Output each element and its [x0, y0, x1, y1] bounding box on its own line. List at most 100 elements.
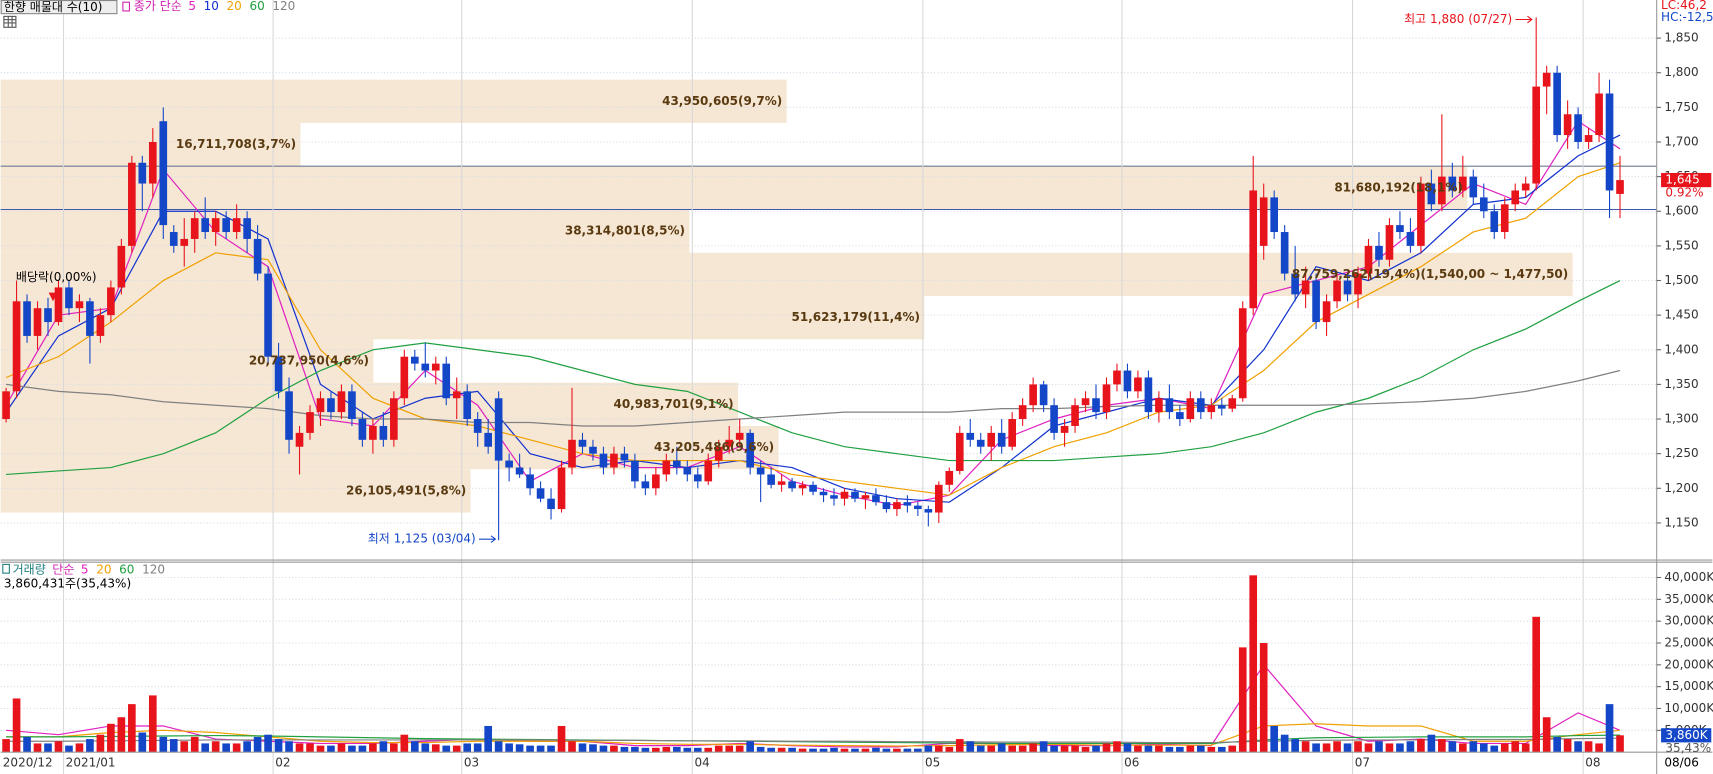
volume-bar — [1092, 745, 1100, 753]
candle-body — [1574, 114, 1582, 142]
volume-bar — [442, 745, 451, 753]
volume-bar — [756, 746, 765, 753]
volume-bar — [1249, 575, 1258, 753]
candle-body — [1228, 398, 1237, 409]
volume-bar — [1039, 741, 1048, 753]
y-tick-label: 10,000K — [1664, 701, 1713, 715]
ma-line — [5, 120, 1621, 507]
y-tick-label: 1,750 — [1664, 100, 1698, 114]
price-box-label: 1,645 — [1665, 173, 1699, 187]
volume-bar — [369, 743, 377, 753]
volume-bar — [903, 748, 912, 753]
volume-bar — [662, 746, 671, 753]
volume-bar — [777, 747, 786, 753]
x-tick-label: 04 — [694, 756, 709, 770]
candle-body — [410, 356, 419, 364]
volume-bar — [1228, 745, 1237, 753]
volume-bar — [148, 695, 157, 753]
candle-body — [652, 474, 660, 489]
candle-body — [1364, 245, 1373, 274]
volume-bar — [1469, 741, 1478, 753]
volume-bar — [1008, 745, 1016, 753]
table-icon[interactable] — [3, 15, 17, 28]
volume-bar — [568, 741, 576, 753]
candle-body — [1039, 384, 1048, 406]
candle-body — [316, 398, 325, 413]
volume-bar — [86, 739, 94, 753]
candle-body — [893, 502, 901, 510]
ma-layer — [5, 120, 1621, 748]
candle-body — [1196, 398, 1205, 413]
candle-body — [1563, 114, 1572, 136]
volume-bar — [12, 698, 21, 753]
y-tick-label: 1,300 — [1664, 412, 1698, 426]
volume-bar — [327, 745, 335, 753]
candle-body — [1354, 273, 1362, 295]
volume-bar — [295, 743, 304, 753]
candle-body — [1176, 412, 1184, 420]
candle-body — [704, 460, 713, 482]
band-label: 43,205,486(9,6%) — [654, 440, 774, 454]
candle-body — [997, 432, 1006, 447]
candle-body — [557, 467, 566, 510]
volume-bar — [1186, 745, 1195, 753]
volume-bar — [1102, 743, 1111, 753]
dividend-marker — [48, 292, 58, 302]
volume-box-label: 3,860K — [1665, 728, 1708, 742]
volume-bar — [536, 745, 545, 753]
candle-body — [1417, 183, 1425, 246]
candle-body — [1616, 180, 1624, 194]
candle-body — [966, 432, 975, 440]
volume-bar — [1595, 743, 1603, 753]
candle-body — [1490, 211, 1499, 233]
volume-bar — [180, 741, 189, 753]
candle-body — [148, 141, 157, 184]
candle-body — [693, 474, 702, 482]
candle-body — [421, 363, 430, 371]
candle-body — [861, 495, 870, 499]
volume-bar — [431, 744, 440, 753]
legend-entry: 60 — [249, 0, 264, 13]
volume-bar — [840, 748, 849, 753]
candle-body — [211, 218, 220, 233]
volume-bar — [652, 747, 660, 753]
volume-bar — [798, 748, 807, 753]
volume-bar — [33, 743, 42, 753]
volume-bar — [851, 748, 859, 753]
candle-body — [1280, 232, 1289, 274]
candle-body — [128, 162, 136, 246]
volume-bar — [285, 741, 293, 753]
title-box — [0, 0, 118, 15]
volume-bar — [725, 745, 734, 753]
candle-body — [232, 218, 241, 233]
volume-box — [1661, 728, 1712, 743]
candle-body — [379, 425, 388, 440]
candle-body — [1165, 398, 1174, 413]
volume-bar — [1071, 745, 1079, 753]
volume-profile-band — [0, 79, 787, 123]
low-label: 최저 1,125 (03/04) — [368, 532, 476, 546]
candle-body — [1018, 405, 1027, 420]
candle-body — [505, 460, 513, 468]
candle-body — [1050, 405, 1058, 433]
volume-bar — [1196, 745, 1205, 753]
candle-body — [1270, 197, 1278, 233]
candle-body — [23, 301, 31, 336]
candle-body — [746, 432, 754, 468]
candle-body — [1322, 301, 1331, 323]
legend-entry: 120 — [272, 0, 295, 13]
volume-bar — [379, 741, 388, 753]
legend-title: 종가 단순 — [134, 0, 182, 13]
candle-body — [1113, 370, 1121, 385]
candle-body — [830, 495, 838, 499]
volume-bar — [1123, 743, 1132, 753]
y-tick-label: 1,800 — [1664, 65, 1698, 79]
candle-body — [1155, 398, 1163, 413]
volume-bar — [1448, 741, 1457, 753]
candle-body — [117, 245, 126, 288]
volume-bar — [934, 745, 943, 753]
candle-body — [75, 301, 84, 309]
volume-bar — [1542, 717, 1551, 753]
